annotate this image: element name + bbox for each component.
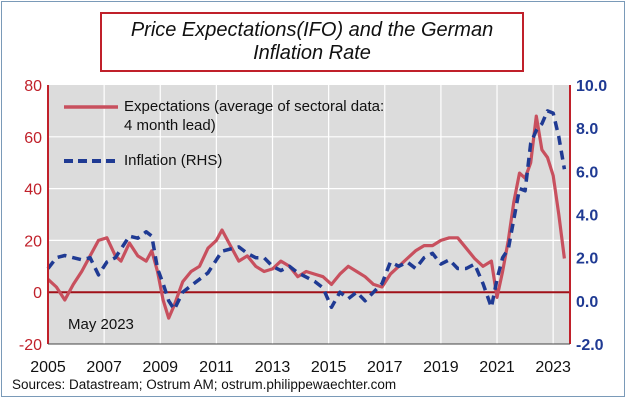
x-tick-label: 2021 [479, 359, 515, 376]
source-note: Sources: Datastream; Ostrum AM; ostrum.p… [12, 377, 397, 392]
left-tick-label: -20 [19, 337, 42, 354]
left-tick-label: 40 [24, 182, 42, 199]
chart-title: Price Expectations(IFO) and the German I… [100, 12, 524, 72]
legend-expectations-label: Expectations (average of sectoral data: … [124, 97, 384, 135]
x-tick-label: 2023 [535, 359, 571, 376]
x-tick-label: 2019 [423, 359, 459, 376]
legend-inflation-label: Inflation (RHS) [124, 152, 223, 169]
series-layer [46, 109, 570, 320]
series-line-inflation [46, 109, 567, 312]
right-tick-label: 4.0 [576, 208, 598, 225]
x-tick-label: 2007 [86, 359, 122, 376]
x-tick-label: 2017 [367, 359, 403, 376]
left-tick-label: 80 [24, 78, 42, 95]
right-tick-label: 0.0 [576, 294, 598, 311]
right-tick-label: 8.0 [576, 121, 598, 138]
legend-swatches [64, 105, 118, 163]
x-tick-label: 2009 [142, 359, 178, 376]
right-tick-label: -2.0 [576, 337, 604, 354]
right-tick-label: 6.0 [576, 164, 598, 181]
legend-expectations-line2: 4 month lead) [124, 117, 216, 134]
series-line-expectations [46, 114, 566, 320]
title-line-2: Inflation Rate [253, 42, 371, 64]
left-tick-label: 20 [24, 233, 42, 250]
tick-labels: -20 0 20 40 60 80 -2.0 0.0 2.0 4.0 6.0 8.0 10.0 2005 2… [19, 78, 607, 376]
title-line-1: Price Expectations(IFO) and the German [130, 19, 494, 41]
x-tick-label: 2013 [255, 359, 291, 376]
legend-expectations-line1: Expectations (average of sectoral data: [124, 98, 385, 115]
axes [47, 85, 571, 345]
x-tick-label: 2015 [311, 359, 347, 376]
x-tick-label: 2011 [199, 359, 234, 376]
left-tick-label: 0 [33, 285, 42, 302]
date-note: May 2023 [68, 316, 134, 333]
left-tick-label: 60 [24, 130, 42, 147]
right-tick-label: 10.0 [576, 78, 607, 95]
x-tick-label: 2005 [30, 359, 66, 376]
plot-area [48, 85, 570, 344]
right-tick-label: 2.0 [576, 251, 598, 268]
